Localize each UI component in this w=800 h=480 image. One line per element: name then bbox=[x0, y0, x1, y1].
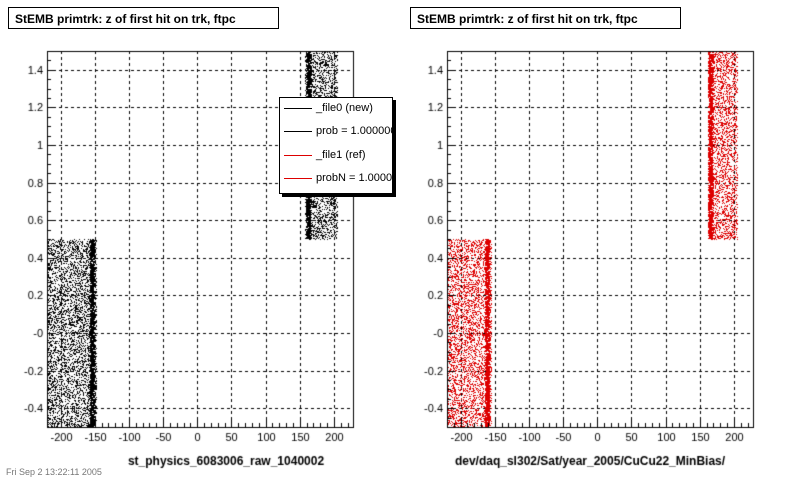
legend-label: _file1 (ref) bbox=[316, 147, 366, 163]
legend-entry-probn: probN = 1.000000 bbox=[280, 170, 392, 186]
legend-entry-file1: _file1 (ref) bbox=[280, 147, 392, 163]
legend-swatch bbox=[284, 178, 312, 179]
legend-label: probN = 1.000000 bbox=[316, 170, 393, 186]
legend-label: prob = 1.000000 bbox=[316, 123, 393, 139]
chart-legend: _file0 (new) prob = 1.000000 _file1 (ref… bbox=[279, 97, 393, 194]
legend-entry-prob: prob = 1.000000 bbox=[280, 123, 392, 139]
timestamp-footer: Fri Sep 2 13:22:11 2005 bbox=[6, 467, 102, 477]
left-chart-title: StEMB primtrk: z of first hit on trk, ft… bbox=[8, 7, 279, 29]
right-chart-title: StEMB primtrk: z of first hit on trk, ft… bbox=[410, 7, 681, 29]
legend-swatch bbox=[284, 108, 312, 109]
legend-swatch bbox=[284, 131, 312, 132]
legend-swatch bbox=[284, 155, 312, 156]
legend-label: _file0 (new) bbox=[316, 100, 373, 116]
legend-entry-file0: _file0 (new) bbox=[280, 100, 392, 116]
